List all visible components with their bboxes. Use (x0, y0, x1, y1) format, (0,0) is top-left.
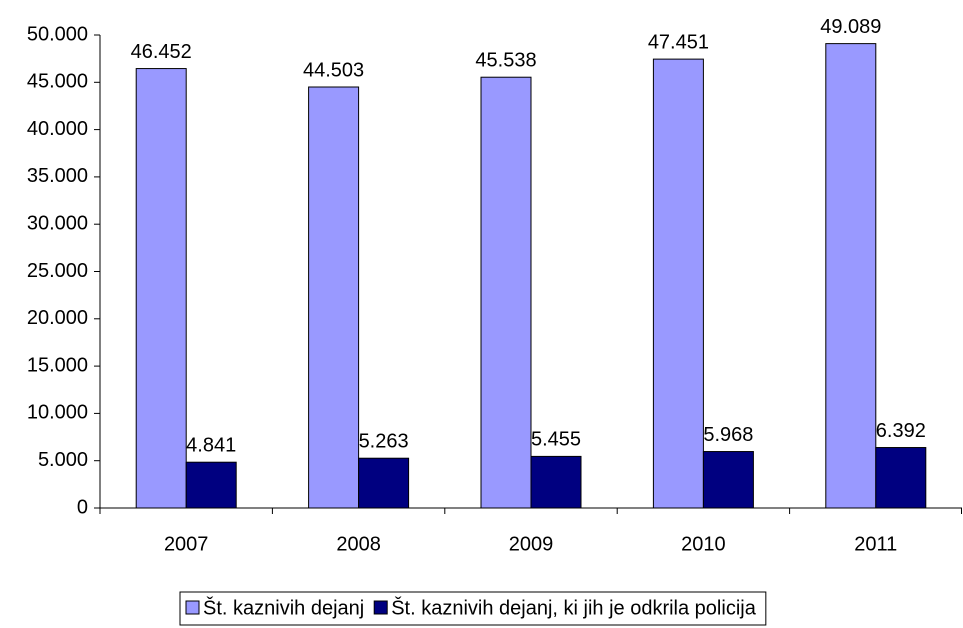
y-tick-label: 15.000 (27, 354, 88, 376)
value-label: 46.452 (131, 41, 192, 63)
value-label: 44.503 (303, 59, 364, 81)
value-label: 49.089 (820, 16, 881, 38)
bar (825, 43, 877, 509)
x-tick-label: 2008 (336, 533, 381, 555)
bar (135, 68, 187, 509)
y-tick-label: 30.000 (27, 212, 88, 234)
bar (652, 58, 704, 509)
bar (875, 447, 927, 509)
y-tick-label: 20.000 (27, 307, 88, 329)
y-tick-label: 5.000 (38, 449, 88, 471)
value-label: 4.841 (186, 434, 236, 456)
bar (185, 461, 237, 509)
bar (308, 86, 360, 509)
bar (702, 451, 754, 509)
legend (179, 591, 767, 626)
value-label: 5.455 (531, 429, 581, 451)
value-label: 6.392 (876, 420, 926, 442)
legend-swatch (185, 600, 200, 615)
value-label: 45.538 (475, 49, 536, 71)
x-tick-label: 2011 (854, 533, 897, 555)
bar (358, 457, 410, 509)
y-tick-label: 50.000 (27, 23, 88, 45)
x-tick-label: 2009 (509, 533, 554, 555)
y-tick-label: 40.000 (27, 118, 88, 140)
y-tick-label: 0 (77, 496, 88, 518)
y-tick-label: 45.000 (27, 71, 88, 93)
value-label: 5.968 (703, 424, 753, 446)
bar (480, 76, 532, 509)
value-label: 47.451 (648, 31, 709, 53)
bar (530, 455, 582, 509)
legend-swatch (373, 600, 388, 615)
y-tick-label: 25.000 (27, 260, 88, 282)
x-tick-label: 2010 (681, 533, 726, 555)
value-label: 5.263 (359, 430, 409, 452)
legend-label: Št. kaznivih dejanj, ki jih je odkrila p… (391, 596, 756, 619)
y-tick-label: 10.000 (27, 402, 88, 424)
legend-label: Št. kaznivih dejanj (203, 596, 364, 619)
x-tick-label: 2007 (164, 533, 209, 555)
y-tick-label: 35.000 (27, 165, 88, 187)
